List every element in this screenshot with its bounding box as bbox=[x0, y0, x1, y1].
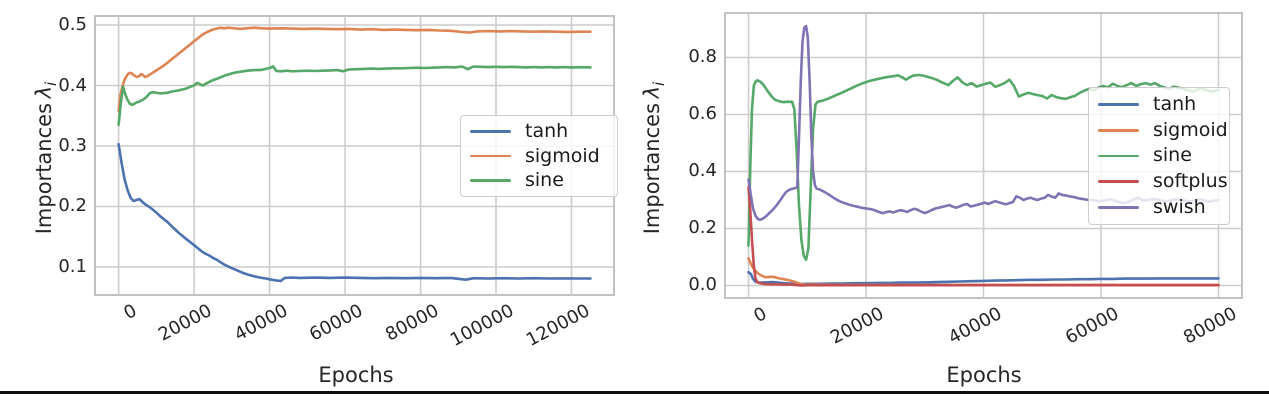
legend-item-sine: sine bbox=[461, 171, 617, 190]
legend-item-softplus: softplus bbox=[1089, 172, 1229, 191]
y-axis-label-text: Importances bbox=[639, 102, 664, 235]
right-x-axis-label: Epochs bbox=[946, 363, 1022, 387]
series-line-sine bbox=[747, 73, 1220, 262]
left-x-axis-label: Epochs bbox=[318, 363, 394, 387]
legend-label: softplus bbox=[1153, 170, 1228, 193]
y-tick-label: 0.4 bbox=[58, 74, 87, 96]
legend-line-swatch-sine bbox=[470, 179, 511, 183]
legend-line-swatch-swish bbox=[1098, 206, 1139, 210]
plot-frame bbox=[724, 12, 1243, 299]
y-tick-label: 0.2 bbox=[58, 195, 87, 217]
y-tick-label: 0.0 bbox=[688, 274, 717, 296]
legend-item-sigmoid: sigmoid bbox=[461, 144, 617, 167]
legend-line-swatch-tanh bbox=[1098, 102, 1139, 106]
legend-label: sine bbox=[525, 169, 564, 192]
lambda-symbol: λ bbox=[639, 85, 664, 99]
legend-line-swatch-softplus bbox=[1098, 180, 1139, 184]
series-line-sine bbox=[117, 65, 592, 127]
legend-label: swish bbox=[1153, 196, 1206, 219]
legend-label: sigmoid bbox=[1153, 118, 1228, 141]
series-line-tanh bbox=[747, 270, 1220, 286]
y-tick-label: 0.5 bbox=[58, 14, 87, 35]
series-line-sigmoid bbox=[117, 26, 592, 113]
legend-line-swatch-tanh bbox=[470, 129, 511, 133]
series-line-softplus bbox=[747, 185, 1220, 287]
right-y-axis-label: Importances λi bbox=[640, 82, 668, 235]
legend-item-swish: swish bbox=[1089, 198, 1229, 217]
y-tick-label: 0.4 bbox=[688, 160, 717, 182]
left-legend: tanh sigmoid sine bbox=[460, 115, 618, 197]
y-tick-label: 0.2 bbox=[688, 217, 717, 239]
legend-item-tanh: tanh bbox=[461, 119, 617, 142]
legend-label: sine bbox=[1153, 144, 1192, 167]
legend-label: tanh bbox=[525, 119, 569, 142]
legend-line-swatch-sine bbox=[1098, 154, 1139, 158]
y-tick-label: 0.1 bbox=[58, 255, 87, 277]
y-tick-label: 0.3 bbox=[58, 135, 87, 156]
legend-label: tanh bbox=[1153, 92, 1197, 115]
y-tick-label: 0.6 bbox=[688, 103, 717, 125]
series-line-tanh bbox=[117, 142, 592, 283]
legend-item-tanh: tanh bbox=[1089, 92, 1229, 115]
y-tick-label: 0.8 bbox=[688, 46, 717, 68]
legend-line-swatch-sigmoid bbox=[1098, 128, 1139, 132]
legend-label: sigmoid bbox=[525, 144, 600, 167]
right-legend: tanh sigmoid sine softplus swish bbox=[1088, 87, 1230, 225]
bottom-divider-rule bbox=[0, 391, 1269, 394]
lambda-subscript: i bbox=[650, 81, 669, 86]
legend-item-sigmoid: sigmoid bbox=[1089, 118, 1229, 141]
legend-line-swatch-sigmoid bbox=[470, 154, 511, 158]
legend-item-sine: sine bbox=[1089, 146, 1229, 165]
